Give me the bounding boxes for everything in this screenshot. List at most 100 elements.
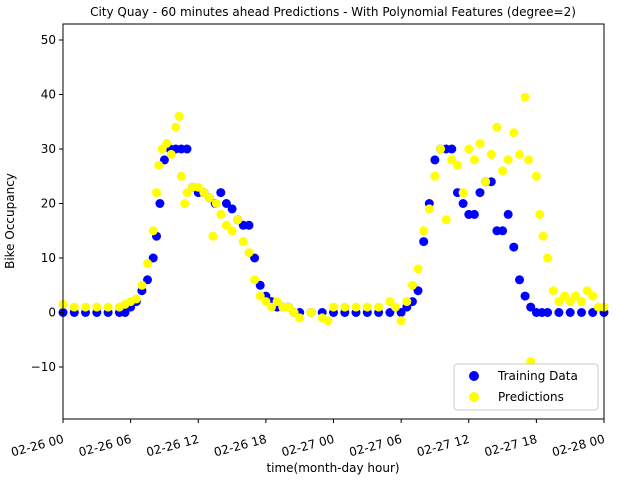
x-axis-label: time(month-day hour) (266, 461, 399, 475)
prediction-point-2 (81, 302, 90, 312)
prediction-point-63 (453, 160, 462, 170)
prediction-point-13 (154, 160, 164, 170)
x-tick-label-0: 02-26 00 (10, 432, 66, 459)
prediction-point-58 (424, 204, 434, 214)
training-point-30 (250, 253, 260, 263)
prediction-point-86 (571, 291, 581, 301)
prediction-point-70 (492, 122, 502, 132)
training-point-58 (458, 199, 468, 208)
training-point-18 (182, 144, 192, 154)
prediction-point-20 (180, 199, 190, 208)
training-point-25 (221, 199, 231, 208)
training-point-26 (227, 204, 237, 214)
prediction-point-59 (430, 171, 440, 181)
prediction-point-31 (233, 215, 243, 225)
prediction-point-71 (498, 166, 508, 176)
prediction-point-33 (244, 248, 254, 258)
prediction-point-60 (436, 144, 446, 154)
prediction-point-84 (560, 291, 570, 301)
training-point-76 (577, 308, 586, 317)
prediction-point-29 (221, 220, 231, 230)
prediction-point-87 (577, 297, 586, 307)
prediction-point-28 (216, 209, 226, 219)
prediction-point-61 (441, 215, 451, 225)
prediction-point-80 (538, 231, 548, 241)
prediction-point-36 (261, 297, 271, 307)
training-point-24 (216, 188, 226, 198)
training-point-29 (244, 220, 254, 230)
prediction-point-55 (407, 280, 417, 290)
prediction-point-4 (103, 302, 113, 312)
training-point-60 (469, 209, 479, 219)
prediction-point-69 (486, 149, 496, 159)
training-point-14 (159, 155, 169, 165)
x-tick-label-7: 02-27 18 (483, 432, 539, 459)
prediction-point-24 (199, 188, 209, 198)
training-point-6 (120, 308, 130, 317)
legend: Training Data Predictions (453, 363, 599, 411)
training-point-13 (155, 199, 165, 208)
prediction-point-67 (475, 139, 485, 148)
training-point-53 (430, 155, 440, 165)
prediction-point-62 (447, 155, 457, 165)
training-point-66 (503, 209, 513, 219)
prediction-point-41 (289, 308, 299, 317)
prediction-point-51 (385, 297, 395, 307)
prediction-point-53 (396, 316, 406, 326)
prediction-point-68 (481, 177, 491, 187)
training-point-73 (543, 308, 553, 317)
prediction-point-85 (565, 297, 575, 307)
prediction-point-25 (205, 193, 214, 203)
prediction-point-57 (419, 226, 429, 236)
y-tick-label-4: 30 (41, 142, 56, 156)
x-tick-label-6: 02-27 12 (415, 432, 471, 459)
prediction-point-10 (143, 258, 152, 268)
prediction-point-54 (402, 297, 412, 307)
prediction-point-16 (166, 149, 176, 159)
prediction-point-32 (238, 237, 248, 247)
legend-box (453, 363, 599, 411)
legend-label-training: Training Data (497, 369, 578, 383)
legend-marker-training (469, 371, 479, 381)
training-point-67 (509, 242, 519, 252)
prediction-point-34 (250, 275, 260, 285)
prediction-point-27 (211, 199, 221, 208)
prediction-point-76 (524, 155, 533, 165)
legend-label-predictions: Predictions (498, 390, 564, 404)
y-tick-label-0: −10 (31, 360, 56, 374)
prediction-point-21 (182, 188, 192, 198)
training-point-31 (255, 280, 265, 290)
prediction-point-19 (176, 171, 186, 181)
prediction-point-48 (351, 302, 361, 312)
training-point-56 (447, 144, 457, 154)
prediction-point-12 (152, 188, 161, 198)
prediction-point-73 (509, 128, 519, 138)
prediction-point-66 (469, 155, 479, 165)
prediction-point-42 (295, 313, 305, 323)
prediction-point-46 (329, 302, 338, 312)
plot-area (62, 23, 605, 420)
x-tick-label-1: 02-26 06 (77, 432, 133, 459)
prediction-point-18 (174, 111, 184, 121)
prediction-point-38 (272, 297, 282, 307)
prediction-point-56 (413, 264, 423, 274)
prediction-point-23 (193, 182, 203, 192)
y-tick-label-3: 20 (41, 197, 56, 211)
prediction-point-64 (458, 188, 468, 198)
training-point-70 (526, 302, 536, 312)
y-tick-label-2: 10 (41, 251, 56, 265)
prediction-point-50 (374, 302, 384, 312)
prediction-point-82 (548, 286, 558, 296)
y-tick-label-5: 40 (41, 88, 56, 102)
x-tick-label-8: 02-28 00 (551, 432, 607, 459)
prediction-point-8 (131, 294, 141, 304)
training-point-74 (554, 308, 564, 317)
prediction-point-26 (208, 231, 218, 241)
prediction-point-75 (520, 92, 530, 102)
training-point-77 (588, 308, 598, 317)
prediction-point-65 (464, 144, 474, 154)
prediction-point-37 (267, 302, 276, 312)
x-tick-label-5: 02-27 06 (348, 432, 404, 459)
